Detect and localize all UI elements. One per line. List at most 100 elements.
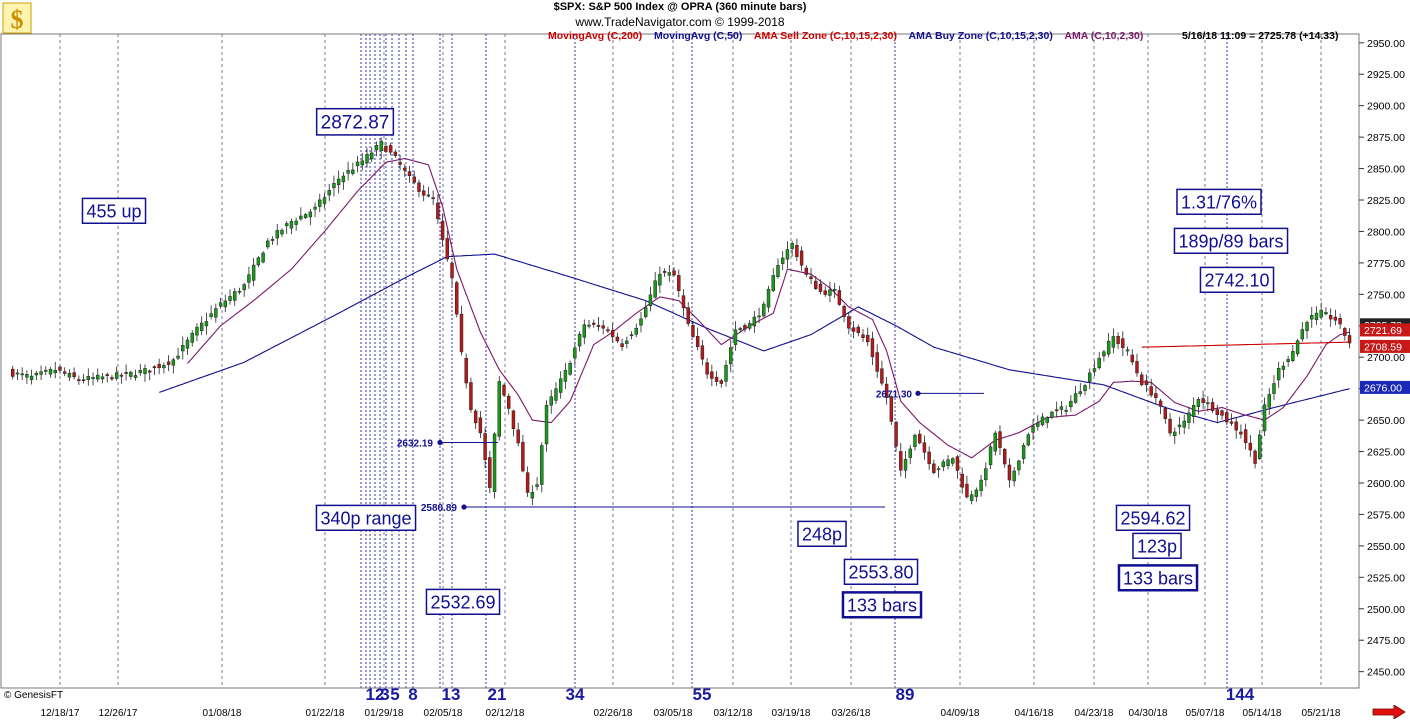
candle — [988, 446, 993, 466]
annotation-box: 123p — [1132, 532, 1182, 559]
candle — [11, 368, 15, 377]
candle — [147, 370, 152, 373]
candle — [218, 302, 223, 307]
candle — [492, 433, 497, 493]
candle — [308, 211, 313, 218]
candle — [114, 372, 119, 379]
candle — [1121, 338, 1125, 348]
annotation-box: 248p — [797, 520, 847, 547]
candle — [889, 396, 894, 422]
candle — [932, 463, 936, 473]
candle — [1343, 328, 1347, 336]
candle — [785, 249, 790, 260]
candle — [152, 366, 157, 369]
candle — [129, 371, 133, 377]
annotation-text: 2742.10 — [1204, 270, 1269, 290]
candle — [870, 338, 875, 358]
candle — [596, 325, 601, 327]
legend-ama-sell: AMA Sell Zone (C,10,15,2,30) — [753, 30, 898, 42]
price-axis-label: 2721.69 — [1364, 325, 1402, 337]
x-tick-label: 04/30/18 — [1129, 708, 1168, 719]
candle — [374, 145, 379, 151]
candle — [516, 429, 520, 444]
candle — [412, 176, 416, 183]
annotation-text: 2553.80 — [848, 562, 913, 582]
annotations: 2872.87 455 up 340p range 2532.69 248p 2553.8… — [81, 107, 1289, 619]
level-dot — [437, 439, 443, 446]
cycle-count-label: 5 — [390, 685, 399, 704]
scroll-right-arrow-icon[interactable] — [1372, 704, 1406, 724]
candle — [39, 371, 43, 375]
candle — [908, 448, 912, 458]
candle — [332, 182, 336, 189]
price-axis-tag — [1360, 323, 1410, 337]
annotation-box: 2553.80 — [843, 558, 919, 585]
candle — [284, 223, 289, 227]
annotation-text: 2872.87 — [321, 113, 390, 134]
candle — [478, 417, 483, 434]
axes: 12/18/17 12/26/17 01/08/18 01/22/18 01/29/18… — [0, 33, 1410, 719]
candle — [58, 366, 62, 371]
candle — [1106, 340, 1111, 355]
candle — [1210, 402, 1215, 411]
cycle-count-label: 12 — [366, 685, 385, 704]
candle — [436, 202, 440, 220]
annotation-box: 133 bars — [1117, 564, 1199, 592]
candle — [48, 368, 53, 375]
price-axis-tag — [1360, 339, 1410, 353]
candle — [804, 267, 809, 275]
candle — [747, 323, 752, 329]
candle — [53, 370, 57, 374]
candle — [558, 378, 563, 393]
y-tick-label: 2950.00 — [1367, 38, 1405, 50]
candle — [1286, 359, 1290, 362]
candle — [1144, 380, 1149, 386]
y-tick-label: 2550.00 — [1367, 541, 1405, 553]
candle — [719, 380, 724, 384]
annotation-frame — [315, 107, 395, 136]
candle — [899, 451, 903, 471]
candle — [96, 374, 100, 380]
candle — [1059, 406, 1064, 410]
candle — [993, 432, 997, 452]
candle — [417, 182, 421, 192]
candle — [1229, 421, 1234, 424]
candle — [199, 322, 204, 332]
candle — [124, 372, 128, 374]
candle — [105, 374, 109, 376]
annotation-box: 133 bars — [841, 591, 923, 619]
candle — [1163, 408, 1168, 420]
annotation-frame — [1117, 564, 1199, 592]
candle — [998, 431, 1002, 448]
candle — [1220, 410, 1224, 416]
candle — [974, 489, 979, 497]
candle — [667, 272, 672, 276]
x-tick-label: 02/12/18 — [486, 708, 525, 719]
candle — [1083, 385, 1087, 392]
candle — [1333, 316, 1338, 321]
annotation-frame — [797, 520, 847, 547]
candle — [695, 336, 700, 348]
candle — [691, 325, 695, 337]
level-label: 2580.89 — [421, 503, 458, 514]
candle — [1139, 374, 1144, 386]
annotation-text: 1.31/76% — [1181, 192, 1257, 212]
candle — [464, 358, 468, 384]
candle — [1130, 354, 1134, 363]
candle — [639, 318, 643, 326]
candle — [384, 145, 388, 152]
candle — [176, 355, 180, 359]
candle — [733, 329, 738, 345]
price-axis-label: 2676.00 — [1364, 382, 1402, 394]
candle — [936, 468, 941, 471]
x-tick-label: 03/26/18 — [832, 708, 871, 719]
x-tick-label: 01/29/18 — [365, 708, 404, 719]
candle — [884, 383, 889, 398]
annotation-frame — [843, 558, 919, 585]
annotation-box: 340p range — [315, 504, 417, 531]
candle — [1135, 361, 1139, 374]
cycle-date-lines — [360, 34, 1228, 688]
x-tick-label: 01/22/18 — [306, 708, 345, 719]
candle — [710, 371, 714, 379]
candle — [237, 290, 242, 293]
